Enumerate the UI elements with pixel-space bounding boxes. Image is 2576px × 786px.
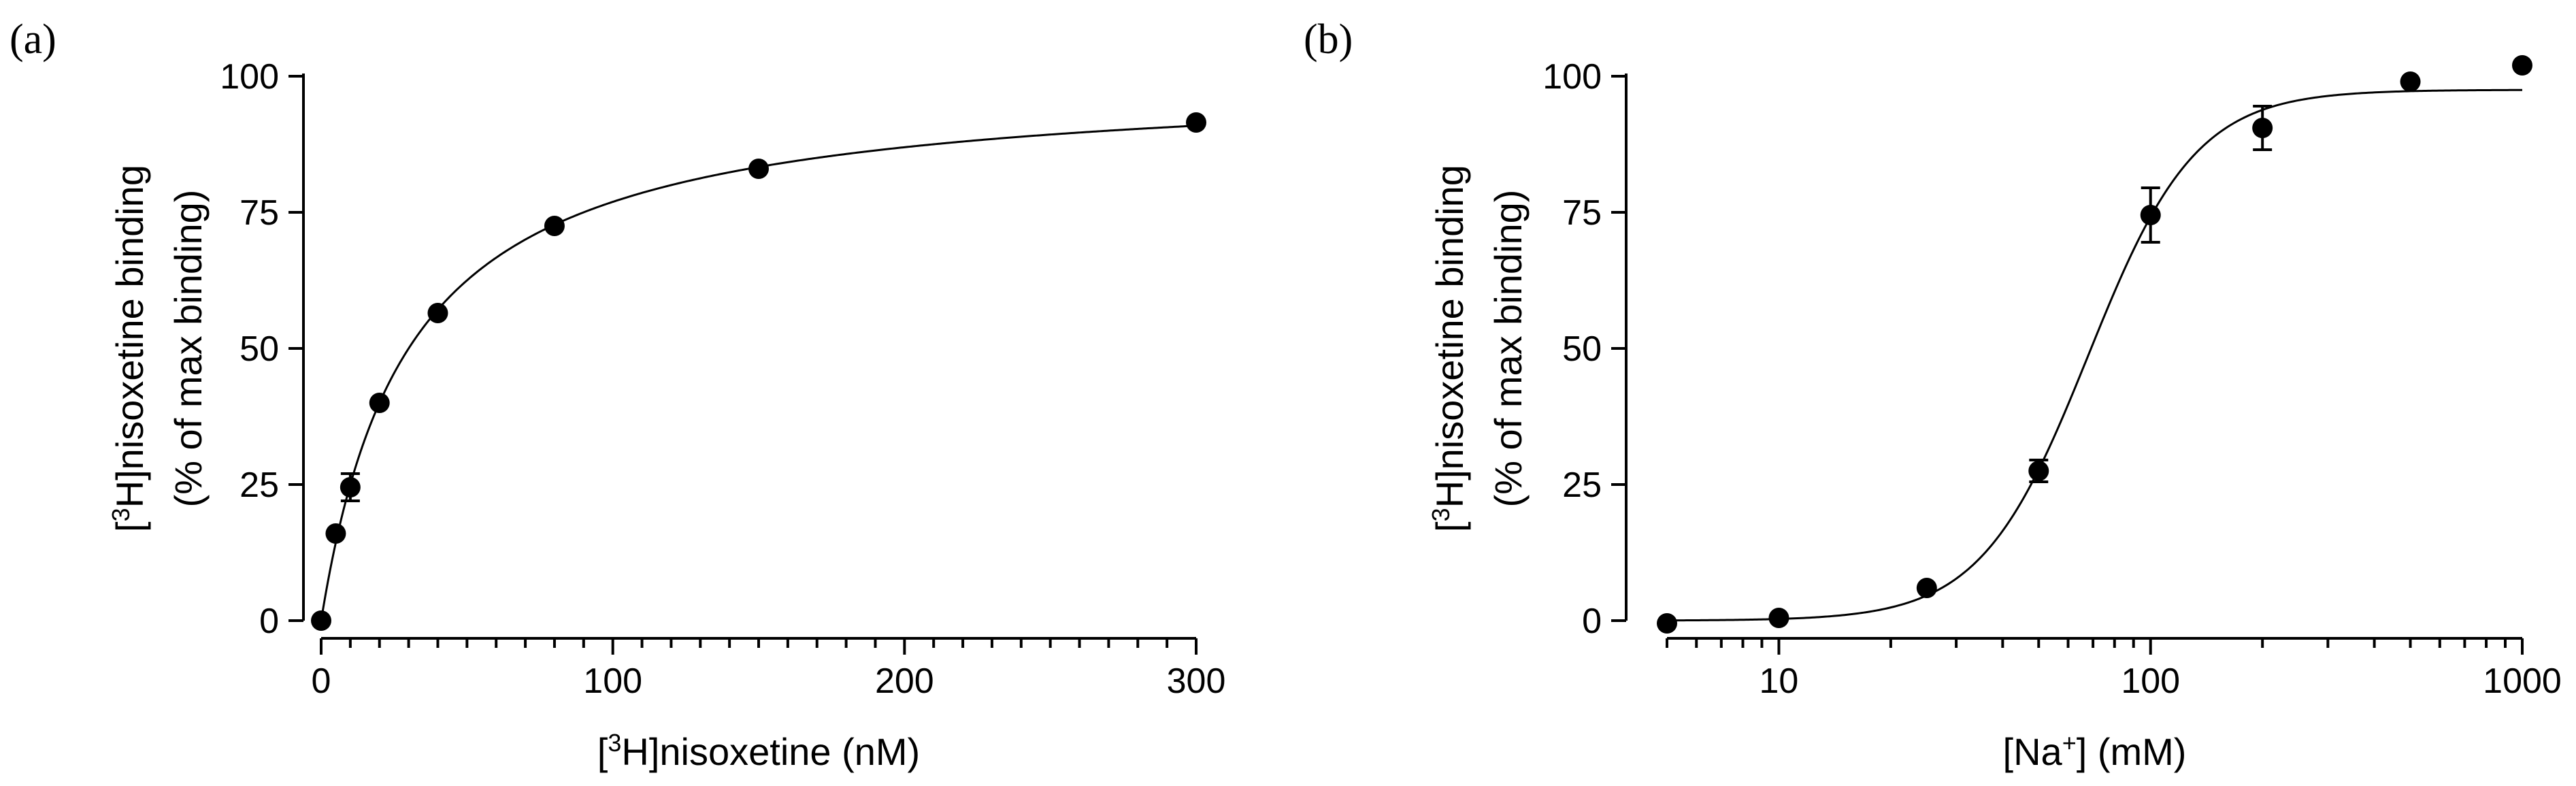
data-point <box>311 610 331 631</box>
data-point <box>2512 55 2532 76</box>
y-axis-title-line2: (% of max binding) <box>167 190 210 508</box>
data-point <box>1916 578 1937 598</box>
data-point <box>2140 205 2161 225</box>
x-tick-label: 0 <box>312 661 331 701</box>
panel-a: (a) 0 25 50 75 100 0 100 200 300 [3H]nisoxetine (n… <box>10 16 1225 773</box>
fit-curve <box>320 125 1197 621</box>
y-tick-label: 0 <box>1582 602 1602 641</box>
data-point <box>544 216 565 236</box>
data-point <box>427 303 448 323</box>
x-tick-label: 300 <box>1167 661 1226 701</box>
fit-curve <box>1666 88 2523 622</box>
x-tick-label: 200 <box>875 661 934 701</box>
data-point <box>2400 71 2421 92</box>
data-point <box>1186 112 1206 133</box>
data-point <box>325 523 346 544</box>
x-tick-label: 1000 <box>2483 661 2562 701</box>
data-point <box>340 477 361 497</box>
y-axis-title-line1: [3H]nisoxetine binding <box>1427 165 1471 532</box>
data-point <box>1768 608 1789 628</box>
data-point <box>2028 461 2049 481</box>
y-tick-label: 50 <box>240 329 279 369</box>
y-axis-title-line1: [3H]nisoxetine binding <box>107 165 151 532</box>
y-tick-label: 25 <box>1562 465 1602 505</box>
y-tick-label: 50 <box>1562 329 1602 369</box>
panel-label: (a) <box>10 16 56 63</box>
x-axis-title: [3H]nisoxetine (nM) <box>597 729 920 773</box>
x-tick-label: 10 <box>1760 661 1799 701</box>
x-axis-title: [Na+] (mM) <box>2003 729 2187 773</box>
y-tick-label: 75 <box>1562 193 1602 233</box>
panel-label: (b) <box>1304 16 1353 63</box>
data-point <box>2252 118 2273 138</box>
data-point <box>1657 613 1677 634</box>
y-tick-label: 0 <box>259 602 279 641</box>
data-point <box>748 159 769 179</box>
x-tick-label: 100 <box>2121 661 2180 701</box>
y-tick-label: 100 <box>1542 57 1602 97</box>
x-tick-label: 100 <box>583 661 642 701</box>
y-tick-label: 75 <box>240 193 279 233</box>
y-tick-label: 25 <box>240 465 279 505</box>
data-point <box>369 393 390 413</box>
y-axis-title-line2: (% of max binding) <box>1487 190 1530 508</box>
y-tick-label: 100 <box>220 57 279 97</box>
panel-b: (b) 0 25 50 75 100 10 100 1000 [Na+] (mM) [3H]niso… <box>1304 16 2562 773</box>
